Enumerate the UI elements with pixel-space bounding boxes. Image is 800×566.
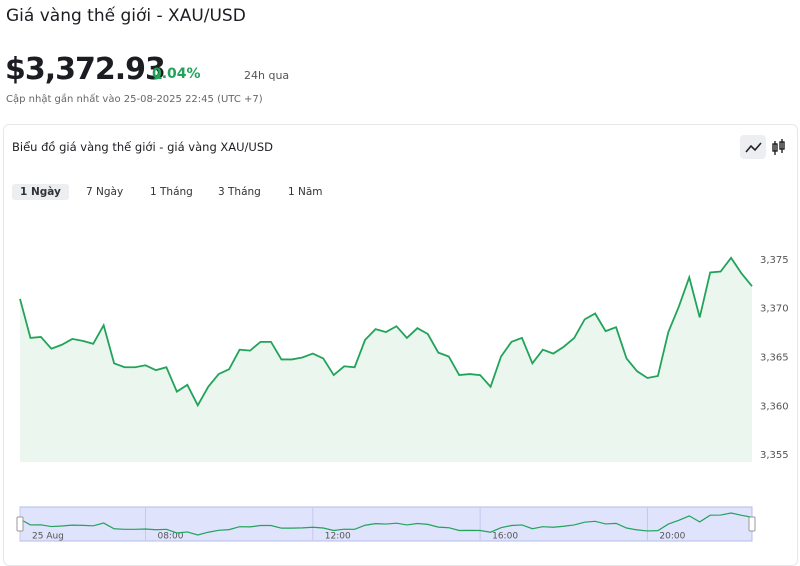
candle-icon[interactable]	[772, 139, 785, 155]
range-tab[interactable]: 1 Tháng	[150, 186, 193, 198]
range-tab[interactable]: 7 Ngày	[86, 186, 124, 198]
line-icon	[745, 142, 762, 153]
area	[20, 257, 752, 462]
range-tab[interactable]: 1 Ngày	[12, 184, 69, 200]
price-line	[19, 256, 753, 408]
card-title: Biểu đồ giá vàng thế giới - giá vàng XAU…	[12, 140, 274, 154]
chart: 3,355 3,360 3,365 3,370 3,375 25 Aug 08:00 12:0…	[16, 73, 789, 542]
navigator-tick-label: 16:00	[492, 532, 518, 542]
navigator-tick-label: 08:00	[157, 532, 183, 542]
navigator-line	[19, 512, 753, 536]
navigator-handle	[748, 516, 756, 532]
navigator-tick-label: 25 Aug	[32, 532, 64, 542]
price: $3,372.93	[5, 52, 166, 87]
y-tick-label: 3,365	[760, 352, 789, 363]
page-title: Giá vàng thế giới - XAU/USD	[6, 6, 246, 26]
y-tick-label: 3,360	[760, 401, 789, 412]
navigator-handle	[16, 516, 24, 532]
navigator-tick-label: 20:00	[659, 532, 685, 542]
range-tab[interactable]: 3 Tháng	[218, 186, 261, 198]
change-period: 24h qua	[244, 69, 290, 82]
page: Giá vàng thế giới - XAU/USD $3,372.93 0.…	[3, 6, 798, 566]
y-tick-label: 3,355	[760, 450, 789, 461]
price-change: 0.04%	[152, 66, 201, 82]
range-tab[interactable]: 1 Năm	[288, 186, 323, 198]
up-arrow	[154, 73, 162, 79]
updated-time: Cập nhật gần nhất vào 25-08-2025 22:45 (…	[6, 94, 263, 105]
y-tick-label: 3,370	[760, 304, 789, 315]
navigator-tick-label: 12:00	[325, 532, 351, 542]
y-tick-label: 3,375	[760, 255, 789, 266]
